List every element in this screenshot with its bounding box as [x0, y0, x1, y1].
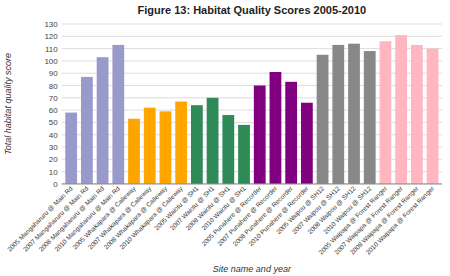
bar: [112, 45, 124, 184]
y-tick-label: 110: [45, 45, 58, 54]
bar: [254, 86, 266, 184]
x-tick-label: 2008 Waipapa @ Forest Ranger: [349, 184, 421, 256]
bar: [348, 44, 360, 184]
bar: [317, 55, 329, 184]
x-tick-label: 2010 Punahere @ Recorder: [247, 184, 310, 247]
bar: [65, 113, 77, 184]
bar: [191, 105, 203, 184]
title: Figure 13: Habitat Quality Scores 2005-2…: [138, 4, 367, 16]
bar: [380, 41, 392, 184]
y-tick-label: 30: [49, 143, 58, 152]
y-tick-label: 80: [49, 82, 58, 91]
x-axis-line: [62, 183, 442, 184]
bar: [81, 77, 93, 184]
y-tick-label: 20: [49, 155, 58, 164]
grid-line: [62, 36, 442, 37]
y-tick-label: 120: [44, 32, 58, 41]
grid: [62, 24, 442, 184]
y-axis-label: Total habitat quality score: [3, 53, 13, 155]
bar: [427, 49, 439, 184]
bar: [332, 45, 344, 184]
bar: [222, 115, 234, 184]
chart: 2005 Mangaharuru @ Main Rd2007 Mangaharu…: [0, 0, 450, 276]
bar: [144, 108, 156, 184]
y-tick-label: 40: [49, 131, 58, 140]
bar: [128, 119, 140, 184]
grid-line: [62, 183, 442, 184]
x-tick-label: 2010 Whakapara @ Calleway: [118, 184, 185, 251]
y-tick-label: 10: [49, 168, 58, 177]
x-axis-label: Site name and year: [213, 264, 292, 274]
bar: [285, 82, 297, 184]
x-tick-label: 2010 Waipapa @ Forest Ranger: [364, 184, 436, 256]
bar: [238, 125, 250, 184]
bar: [160, 111, 172, 184]
y-tick-label: 50: [49, 118, 58, 127]
y-tick-label: 60: [49, 106, 58, 115]
bar: [97, 57, 109, 184]
x-tick-label: 2007 Whakapara @ Calleway: [87, 184, 154, 251]
grid-line: [62, 24, 442, 25]
bar: [411, 45, 423, 184]
x-tick-labels: 2005 Mangaharuru @ Main Rd2007 Mangaharu…: [6, 184, 437, 256]
y-tick-label: 100: [44, 57, 58, 66]
bars: [65, 35, 438, 184]
x-tick-label: 2007 Punahere @ Recorder: [216, 184, 279, 247]
bar: [270, 72, 282, 184]
bar: [395, 35, 407, 184]
y-tick-label: 70: [49, 94, 58, 103]
x-tick-label: 2008 Whakapara @ Calleway: [102, 184, 169, 251]
bar: [175, 102, 187, 184]
bar: [301, 103, 313, 184]
y-tick-label: 0: [53, 180, 58, 189]
bar: [207, 98, 219, 184]
y-tick-label: 90: [49, 69, 58, 78]
y-tick-label: 130: [44, 20, 58, 29]
bar: [364, 51, 376, 184]
y-ticks: 0 10 20 30 40 50 60 70 80 90 100 110 120 130: [44, 20, 58, 189]
x-tick-label: 2008 Punahere @ Recorder: [231, 184, 294, 247]
